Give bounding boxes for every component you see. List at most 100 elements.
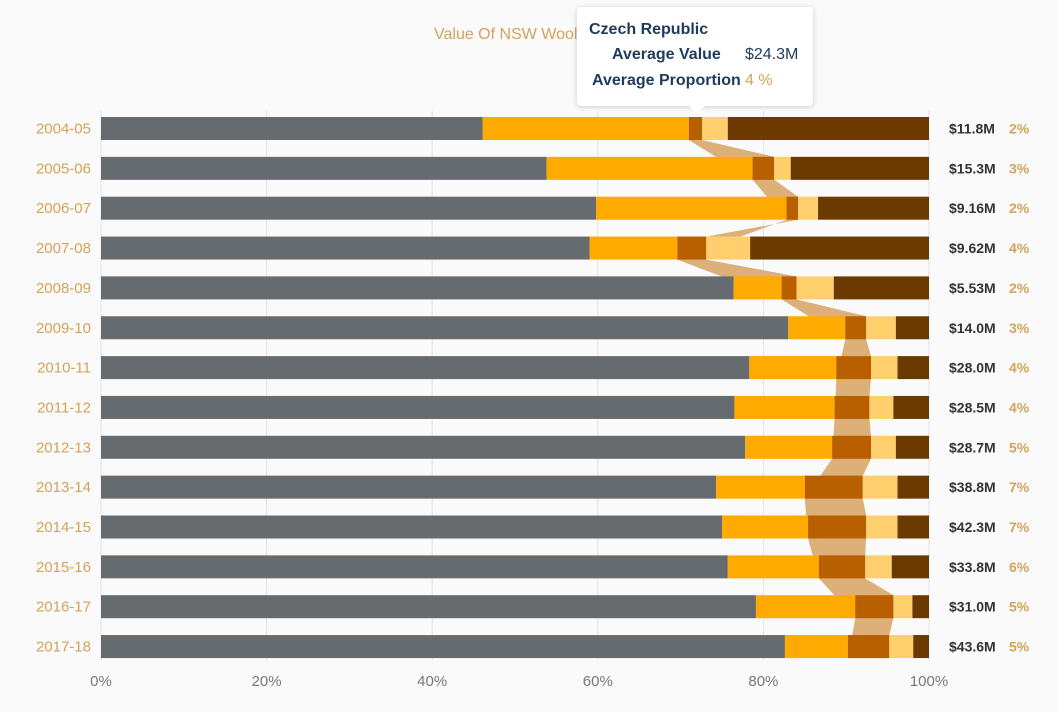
bar-segment[interactable]: [716, 475, 805, 499]
bar-segment[interactable]: [796, 276, 834, 300]
bar-segment[interactable]: [482, 117, 689, 140]
bar-segment[interactable]: [101, 515, 722, 539]
tooltip-avg-proportion: 4 %: [745, 72, 773, 89]
x-tick-label: 80%: [748, 673, 778, 690]
bar-segment[interactable]: [101, 276, 734, 300]
bar-segment[interactable]: [677, 236, 707, 260]
proportion-label: 3%: [1009, 160, 1030, 176]
bar-segment[interactable]: [596, 196, 787, 220]
category-label: 2007-08: [36, 240, 91, 257]
x-tick-label: 20%: [252, 673, 282, 690]
bar-segment[interactable]: [702, 117, 728, 140]
bar-segment[interactable]: [804, 475, 863, 499]
value-label: $28.5M: [949, 399, 996, 415]
value-label: $9.62M: [949, 240, 996, 256]
bar-segment[interactable]: [101, 316, 789, 340]
category-label: 2005-06: [36, 160, 91, 177]
category-label: 2013-14: [36, 479, 91, 496]
bar-segment[interactable]: [866, 515, 898, 539]
bar-segment[interactable]: [866, 316, 896, 340]
bar-segment[interactable]: [101, 117, 483, 140]
bar-segment[interactable]: [788, 316, 846, 340]
bar-segment[interactable]: [774, 156, 791, 180]
bar-segment[interactable]: [101, 395, 735, 419]
tooltip-country: Czech Republic: [589, 21, 709, 38]
bar-segment[interactable]: [546, 156, 753, 180]
proportion-label: 4%: [1009, 240, 1030, 256]
bar-segment[interactable]: [706, 236, 751, 260]
bar-segment[interactable]: [913, 635, 929, 659]
value-label: $42.3M: [949, 519, 996, 535]
proportion-label: 6%: [1009, 559, 1030, 575]
x-tick-label: 60%: [583, 673, 613, 690]
bar-segment[interactable]: [912, 595, 929, 619]
chart-title: Value Of NSW Wool: [434, 26, 578, 43]
bar-segment[interactable]: [755, 595, 856, 619]
bar-segment[interactable]: [895, 435, 929, 459]
proportion-label: 2%: [1009, 280, 1030, 296]
bar-segment[interactable]: [845, 316, 867, 340]
value-label: $38.8M: [949, 479, 996, 495]
bar-segment[interactable]: [897, 356, 929, 380]
bar-segment[interactable]: [862, 475, 898, 499]
bar-segment[interactable]: [101, 196, 597, 220]
value-label: $43.6M: [949, 639, 996, 655]
bar-segment[interactable]: [889, 635, 914, 659]
tooltip-avg-proportion-label: Average Proportion: [592, 72, 741, 89]
proportion-label: 4%: [1009, 399, 1030, 415]
category-label: 2011-12: [37, 399, 91, 416]
bar-segment[interactable]: [101, 635, 785, 659]
bar-segment[interactable]: [818, 196, 929, 220]
proportion-label: 5%: [1009, 599, 1030, 615]
bar-segment[interactable]: [832, 435, 872, 459]
bar-segment[interactable]: [836, 356, 872, 380]
bar-segment[interactable]: [869, 395, 894, 419]
proportion-label: 4%: [1009, 360, 1030, 376]
bar-segment[interactable]: [834, 395, 870, 419]
bar-segment[interactable]: [101, 356, 750, 380]
bar-segment[interactable]: [833, 276, 929, 300]
bar-segment[interactable]: [101, 475, 717, 499]
bar-segment[interactable]: [897, 475, 929, 499]
bar-segment[interactable]: [734, 395, 835, 419]
bar-segment[interactable]: [749, 356, 837, 380]
value-label: $5.53M: [949, 280, 996, 296]
bar-segment[interactable]: [855, 595, 894, 619]
bar-segment[interactable]: [752, 156, 775, 180]
bar-segment[interactable]: [750, 236, 929, 260]
bar-segment[interactable]: [897, 515, 929, 539]
bar-segment[interactable]: [798, 196, 819, 220]
bar-segment[interactable]: [727, 117, 929, 140]
value-label: $9.16M: [949, 200, 996, 216]
bar-segment[interactable]: [101, 595, 756, 619]
bar-segment[interactable]: [101, 236, 590, 260]
bar-segment[interactable]: [688, 117, 703, 140]
bar-segment[interactable]: [871, 435, 896, 459]
bar-segment[interactable]: [101, 435, 746, 459]
category-label: 2014-15: [36, 519, 91, 536]
bar-segment[interactable]: [733, 276, 782, 300]
category-label: 2008-09: [36, 280, 91, 297]
bar-segment[interactable]: [589, 236, 678, 260]
category-label: 2004-05: [36, 121, 91, 138]
bar-segment[interactable]: [745, 435, 833, 459]
bar-segment[interactable]: [893, 395, 929, 419]
bar-segment[interactable]: [101, 555, 728, 579]
bar-segment[interactable]: [893, 595, 913, 619]
bar-segment[interactable]: [895, 316, 929, 340]
bar-segment[interactable]: [847, 635, 890, 659]
value-label: $11.8M: [949, 121, 995, 137]
bar-segment[interactable]: [790, 156, 929, 180]
bar-segment[interactable]: [722, 515, 809, 539]
bar-segment[interactable]: [865, 555, 892, 579]
bar-segment[interactable]: [871, 356, 898, 380]
bar-segment[interactable]: [808, 515, 867, 539]
bar-segment[interactable]: [781, 276, 797, 300]
bar-segment[interactable]: [891, 555, 929, 579]
bar-segment[interactable]: [727, 555, 819, 579]
bar-segment[interactable]: [101, 156, 547, 180]
bar-segment[interactable]: [818, 555, 866, 579]
bar-segment[interactable]: [786, 196, 799, 220]
bar-segment[interactable]: [784, 635, 848, 659]
